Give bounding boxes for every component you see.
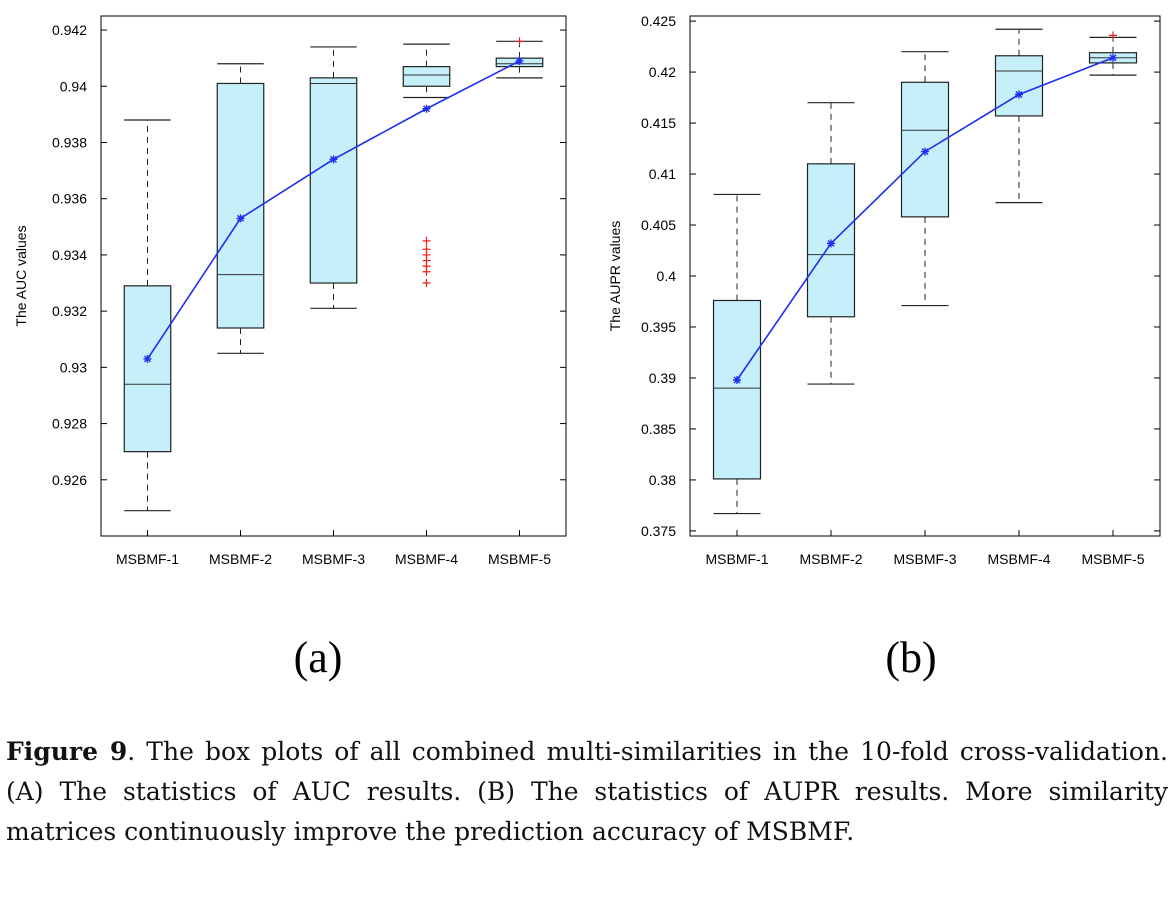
aupr-box-3 xyxy=(900,51,950,307)
iqr-box xyxy=(123,285,172,453)
aupr-ytick-label: 0.415 xyxy=(641,115,676,131)
aupr-mean-marker xyxy=(733,376,741,384)
caption-text: . The box plots of all combined multi-si… xyxy=(6,737,1168,846)
iqr-box xyxy=(402,65,451,87)
aupr-ytick-label: 0.375 xyxy=(641,523,676,539)
aupr-mean-marker xyxy=(1015,90,1023,99)
auc-ytick-label: 0.926 xyxy=(52,472,87,488)
aupr-ytick-label: 0.405 xyxy=(641,217,676,233)
auc-mean-marker xyxy=(143,354,152,363)
aupr-category-label: MSBMF-5 xyxy=(1082,551,1145,567)
auc-box-2 xyxy=(216,63,265,354)
aupr-ytick-label: 0.42 xyxy=(649,64,676,80)
auc-ytick-label: 0.932 xyxy=(52,303,87,319)
auc-category-label: MSBMF-4 xyxy=(395,551,458,567)
aupr-category-label: MSBMF-3 xyxy=(894,551,957,567)
aupr-ytick-label: 0.41 xyxy=(649,166,676,182)
auc-mean-marker xyxy=(515,56,524,65)
aupr-ytick-label: 0.39 xyxy=(649,370,676,386)
auc-ytick-label: 0.94 xyxy=(60,78,87,94)
caption-label: Figure 9 xyxy=(6,737,128,766)
auc-ytick-label: 0.93 xyxy=(60,359,87,375)
iqr-box xyxy=(309,77,358,284)
auc-box-1 xyxy=(123,119,172,512)
outlier-marker xyxy=(422,245,431,254)
aupr-ytick-label: 0.395 xyxy=(641,319,676,335)
outlier-marker xyxy=(1109,31,1117,40)
auc-chart: 0.926 0.928 0.93 0.932 0.934 0.936 0.938 0.94 0.… xyxy=(13,15,567,567)
auc-box-4 xyxy=(402,43,451,288)
figure-caption: Figure 9. The box plots of all combined … xyxy=(6,732,1168,852)
auc-category-label: MSBMF-3 xyxy=(302,551,365,567)
aupr-box-4 xyxy=(994,28,1044,204)
figure-charts: 0.926 0.928 0.93 0.932 0.934 0.936 0.938 0.94 0.… xyxy=(13,13,1161,567)
iqr-box xyxy=(994,55,1044,117)
aupr-category-label: MSBMF-1 xyxy=(706,551,769,567)
aupr-ytick-label: 0.4 xyxy=(657,268,677,284)
aupr-ytick-label: 0.385 xyxy=(641,421,676,437)
aupr-category-label: MSBMF-2 xyxy=(800,551,863,567)
panel-label-b: (b) xyxy=(885,633,937,682)
auc-ytick-label: 0.934 xyxy=(52,247,87,263)
auc-ytick-label: 0.942 xyxy=(52,22,87,38)
aupr-ytick-label: 0.38 xyxy=(649,472,676,488)
auc-ytick-label: 0.936 xyxy=(52,191,87,207)
auc-category-label: MSBMF-1 xyxy=(116,551,179,567)
outlier-marker xyxy=(422,279,431,288)
aupr-category-label: MSBMF-4 xyxy=(988,551,1051,567)
aupr-mean-marker xyxy=(827,239,835,248)
auc-mean-marker xyxy=(329,155,338,164)
iqr-box xyxy=(712,299,762,480)
aupr-mean-marker xyxy=(921,147,929,156)
auc-ytick-label: 0.938 xyxy=(52,134,87,150)
auc-category-label: MSBMF-2 xyxy=(209,551,272,567)
aupr-box-5 xyxy=(1088,31,1138,76)
panel-label-a: (a) xyxy=(293,633,343,682)
iqr-box xyxy=(216,82,265,329)
auc-ytick-label: 0.928 xyxy=(52,416,87,432)
auc-y-axis-label: The AUC values xyxy=(13,225,29,326)
auc-mean-marker xyxy=(422,104,431,113)
aupr-ytick-label: 0.425 xyxy=(641,13,676,29)
auc-box-3 xyxy=(309,46,358,309)
auc-mean-marker xyxy=(236,214,245,223)
aupr-box-1 xyxy=(712,193,762,515)
aupr-y-axis-label: The AUPR values xyxy=(607,221,623,332)
outlier-marker xyxy=(422,236,431,245)
auc-category-label: MSBMF-5 xyxy=(488,551,551,567)
aupr-chart: 0.375 0.38 0.385 0.39 0.395 0.4 0.405 0.41 0.415… xyxy=(607,13,1161,567)
outlier-marker xyxy=(515,37,524,46)
aupr-mean-marker xyxy=(1109,53,1117,62)
